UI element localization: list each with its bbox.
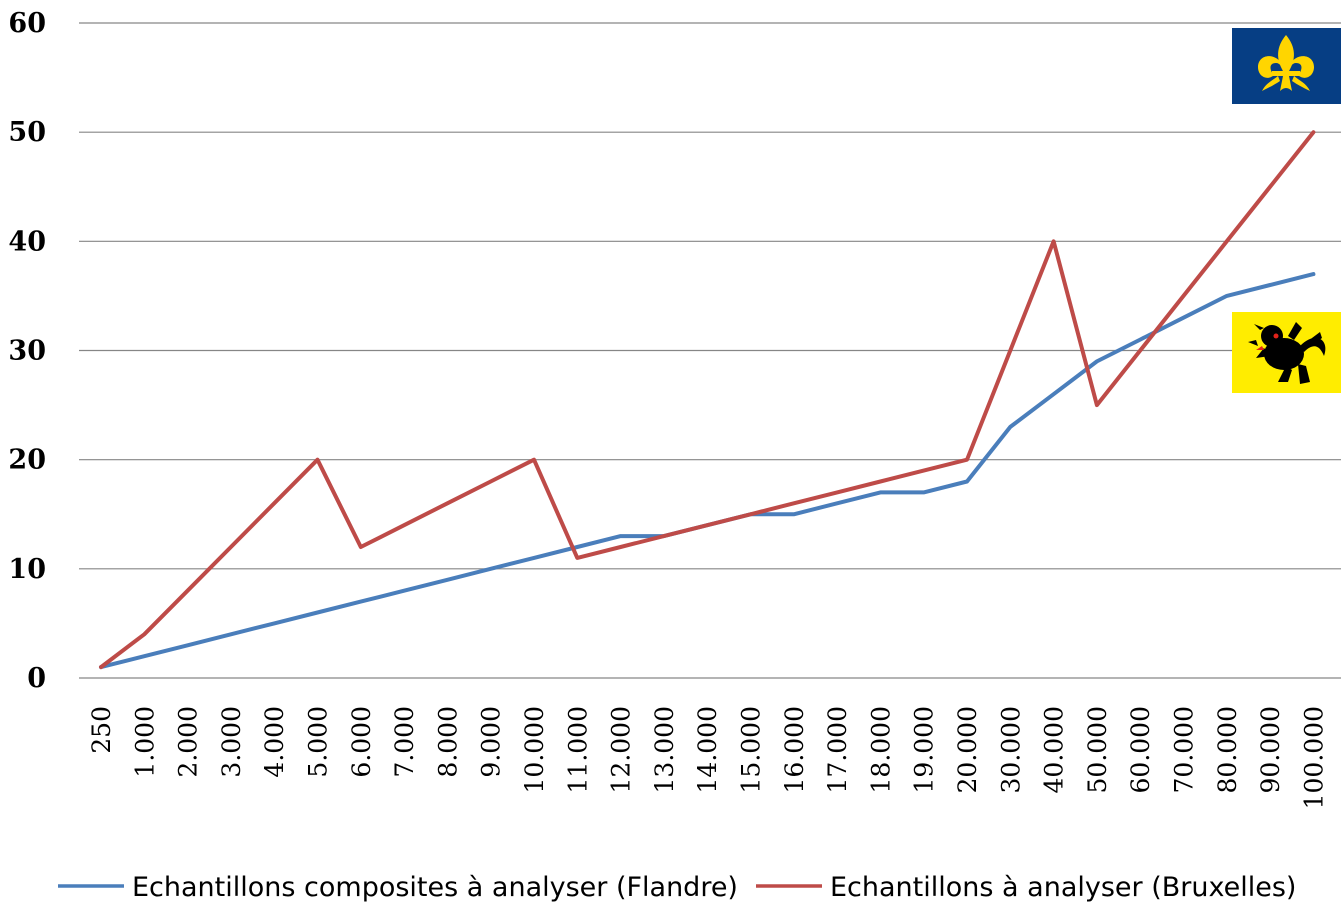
series-line-bruxelles xyxy=(99,130,1316,670)
y-tick-label: 20 xyxy=(8,445,46,476)
x-tick-label: 70.000 xyxy=(1170,706,1199,793)
y-tick-label: 0 xyxy=(27,663,46,694)
x-tick-label: 3.000 xyxy=(217,706,246,778)
x-tick-label: 20.000 xyxy=(953,706,982,793)
y-tick-label: 60 xyxy=(8,8,46,39)
gridlines xyxy=(79,22,1341,679)
y-tick-label: 50 xyxy=(8,117,46,148)
x-tick-label: 19.000 xyxy=(910,706,939,793)
x-tick-label: 40.000 xyxy=(1040,706,1069,793)
x-tick-label: 100.000 xyxy=(1299,706,1328,809)
x-tick-label: 7.000 xyxy=(390,706,419,778)
x-tick-label: 11.000 xyxy=(563,706,592,793)
x-tick-label: 80.000 xyxy=(1213,706,1242,793)
x-tick-label: 1.000 xyxy=(130,706,159,778)
x-tick-label: 50.000 xyxy=(1083,706,1112,793)
x-tick-label: 60.000 xyxy=(1126,706,1155,793)
x-tick-label: 6.000 xyxy=(347,706,376,778)
x-tick-label: 5.000 xyxy=(304,706,333,778)
y-axis-ticks: 0 10 20 30 40 50 60 xyxy=(8,8,46,694)
series-layer xyxy=(99,130,1316,670)
x-tick-label: 10.000 xyxy=(520,706,549,793)
x-tick-label: 8.000 xyxy=(433,706,462,778)
x-tick-label: 14.000 xyxy=(693,706,722,793)
iris-flag-icon xyxy=(1232,28,1341,104)
y-tick-label: 10 xyxy=(8,554,46,585)
x-tick-label: 4.000 xyxy=(260,706,289,778)
x-tick-label: 13.000 xyxy=(650,706,679,793)
x-tick-label: 250 xyxy=(87,706,116,754)
x-tick-label: 2.000 xyxy=(174,706,203,778)
series-line-flandre xyxy=(99,272,1316,670)
lion-flag-icon xyxy=(1232,312,1341,393)
legend-label-flandre: Echantillons composites à analyser (Flan… xyxy=(132,872,738,903)
y-tick-label: 40 xyxy=(8,226,46,257)
x-tick-label: 18.000 xyxy=(866,706,895,793)
legend-label-bruxelles: Echantillons à analyser (Bruxelles) xyxy=(830,872,1296,903)
x-tick-label: 12.000 xyxy=(607,706,636,793)
y-tick-label: 30 xyxy=(8,336,46,367)
x-tick-label: 16.000 xyxy=(780,706,809,793)
x-tick-label: 30.000 xyxy=(996,706,1025,793)
x-tick-label: 90.000 xyxy=(1256,706,1285,793)
x-tick-label: 15.000 xyxy=(737,706,766,793)
legend: Echantillons composites à analyser (Flan… xyxy=(58,872,1296,903)
x-tick-label: 9.000 xyxy=(477,706,506,778)
x-axis-ticks: 250 1.000 2.000 3.000 4.000 5.000 6.000 7.000 8.… xyxy=(87,706,1328,809)
x-tick-label: 17.000 xyxy=(823,706,852,793)
